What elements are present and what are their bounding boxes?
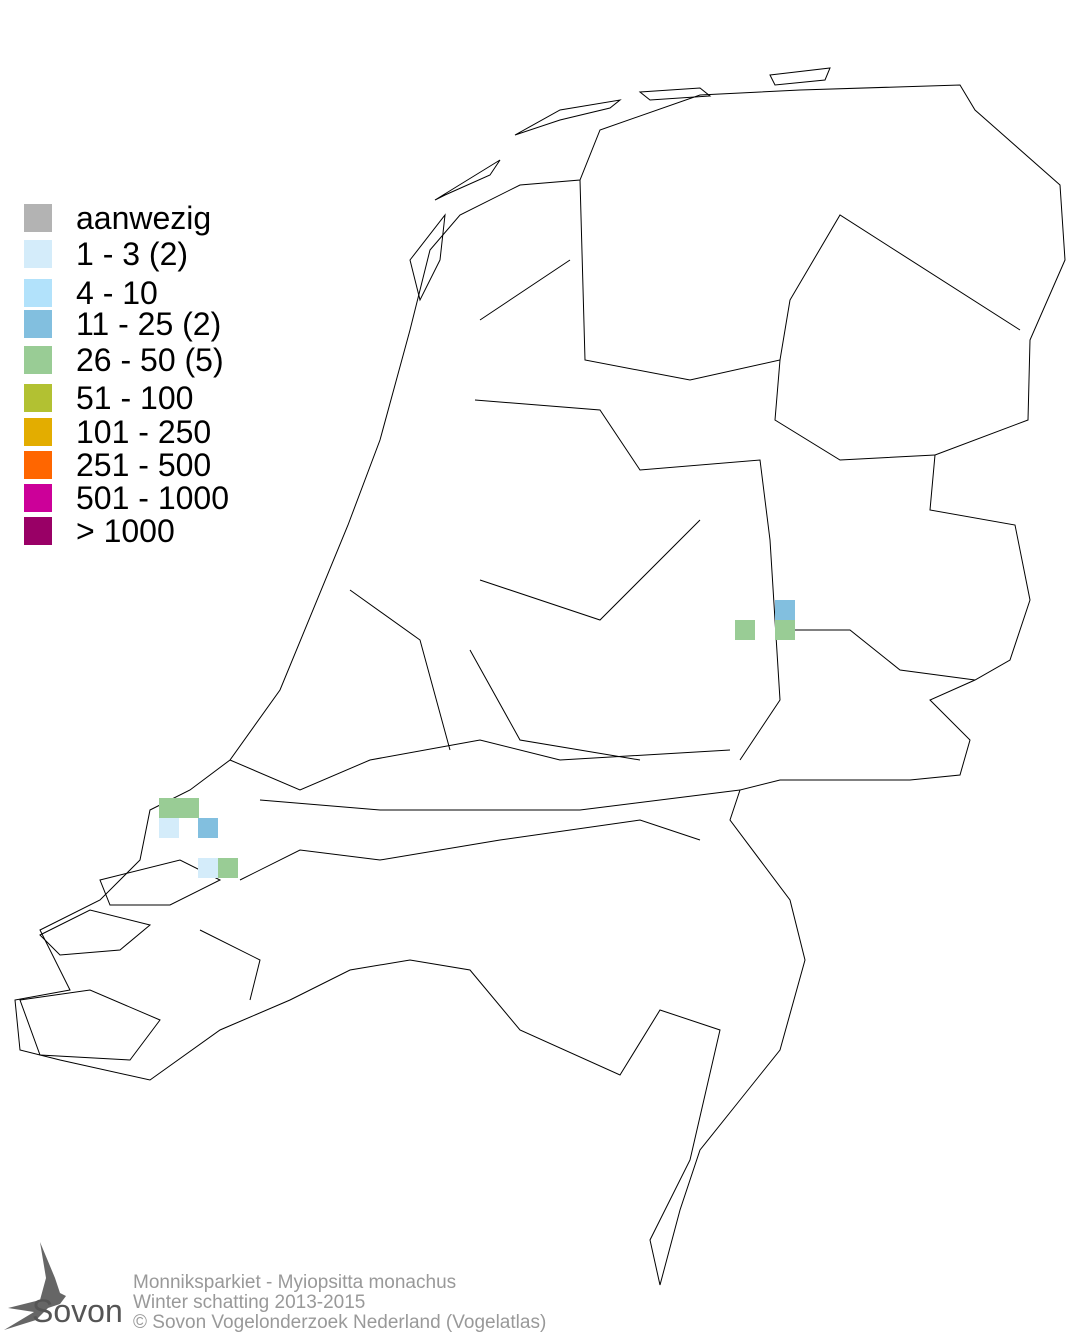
legend-label: 4 - 10: [76, 275, 158, 311]
map-cell: [179, 798, 199, 818]
logo-text: Sovon: [32, 1293, 123, 1329]
map-cell: [775, 600, 795, 620]
legend-swatch: [24, 310, 52, 338]
map-cell: [198, 818, 218, 838]
legend-swatch: [24, 484, 52, 512]
map-caption: Monniksparkiet - Myiopsitta monachus Win…: [133, 1273, 546, 1333]
species-name: Monniksparkiet - Myiopsitta monachus: [133, 1272, 457, 1293]
zeeland-islands: [19, 859, 222, 1061]
legend-swatch: [24, 240, 52, 268]
map-cell: [775, 620, 795, 640]
legend-label: > 1000: [76, 513, 175, 549]
country-outline: [14, 84, 1066, 1286]
legend-swatch: [24, 279, 52, 307]
map-cell: [198, 858, 218, 878]
legend-label: 101 - 250: [76, 414, 212, 450]
map-cell: [218, 858, 238, 878]
map-cell: [159, 798, 179, 818]
legend-swatch: [24, 384, 52, 412]
legend-swatch: [24, 451, 52, 479]
legend-swatch: [24, 346, 52, 374]
legend-swatch: [24, 418, 52, 446]
legend-label: 501 - 1000: [76, 480, 230, 516]
legend-label: aanwezig: [76, 200, 212, 236]
legend-label: 11 - 25 (2): [76, 306, 222, 342]
legend-label: 1 - 3 (2): [76, 236, 189, 272]
map-cell: [159, 818, 179, 838]
legend-swatch: [24, 517, 52, 545]
season-label: Winter schatting 2013-2015: [133, 1292, 366, 1313]
map-cell: [735, 620, 755, 640]
wadden-islands: [409, 67, 831, 302]
legend-label: 251 - 500: [76, 447, 212, 483]
legend-label: 51 - 100: [76, 380, 194, 416]
legend-swatch: [24, 204, 52, 232]
sovon-swallow-logo: [4, 1242, 66, 1330]
copyright: © Sovon Vogelonderzoek Nederland (Vogela…: [133, 1312, 547, 1333]
legend-label: 26 - 50 (5): [76, 342, 224, 378]
province-borders: [199, 179, 1021, 1001]
